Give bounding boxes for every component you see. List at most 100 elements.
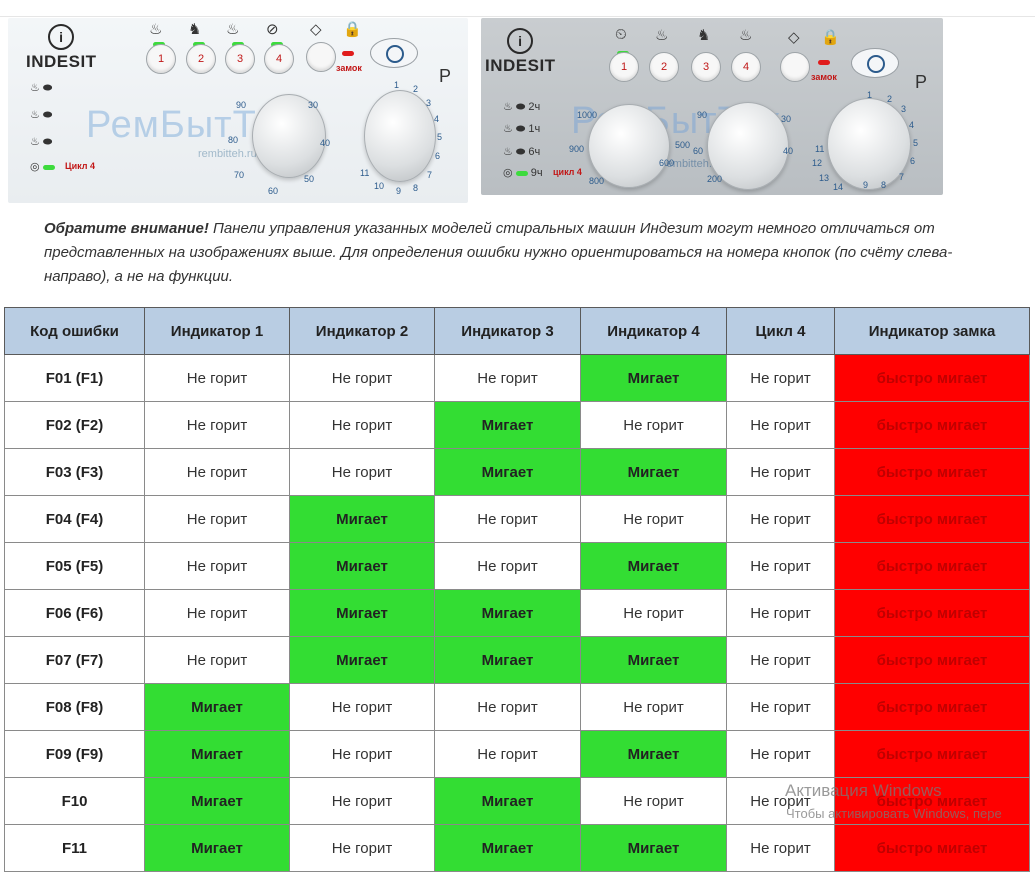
panel2-button-3[interactable]: 3 [691, 52, 721, 82]
indicator-cell: Мигает [580, 448, 727, 496]
indicator-cell: Не горит [434, 495, 581, 543]
panel2-start-button[interactable] [780, 52, 810, 82]
panel2-button-2[interactable]: 2 [649, 52, 679, 82]
indesit-logo-2: i INDESIT [485, 28, 556, 76]
basin-icon: ♨ [226, 21, 240, 38]
prog-dial-8: 8 [413, 183, 419, 193]
prog-dial-3: 3 [426, 98, 432, 108]
table-row: F04 (F4) Не горит Мигает Не горит Не горит Не… [4, 495, 1030, 543]
prog2-dial-1: 1 [867, 90, 873, 100]
prog2-dial-9: 9 [863, 180, 869, 190]
indicator-cell: Мигает [580, 636, 727, 684]
lock-indicator-cell: быстро мигает [834, 542, 1030, 590]
indicator-cell: Мигает [144, 824, 290, 872]
indicator-cell: Не горит [289, 730, 435, 778]
prog-dial-11: 11 [360, 168, 370, 178]
indicator-cell: Не горит [434, 683, 581, 731]
indicator-cell: Не горит [726, 824, 835, 872]
table-row: F02 (F2) Не горит Не горит Мигает Не горит Не… [4, 401, 1030, 449]
panel1-button-1[interactable]: 1 [146, 44, 176, 74]
watermark-site-2: rembitteh.ru [663, 158, 722, 170]
indicator-cell: Не горит [726, 777, 835, 825]
table-body: F01 (F1) Не горит Не горит Не горит Мигает Не… [4, 354, 1030, 872]
prog2-dial-2: 2 [887, 94, 893, 104]
indicator-cell: Не горит [289, 448, 435, 496]
prog-dial-5: 5 [437, 132, 443, 142]
top-divider [0, 16, 1035, 17]
table-header-cell: Индикатор 3 [434, 307, 581, 355]
temp2-dial-60: 60 [693, 146, 704, 156]
prog2-dial-14: 14 [833, 182, 844, 192]
panel1-button-3[interactable]: 3 [225, 44, 255, 74]
lock-label: замок [336, 63, 362, 73]
prog2-dial-11: 11 [815, 144, 825, 154]
prog-dial-1: 1 [394, 80, 400, 90]
panel1-power-button[interactable] [370, 38, 418, 68]
indicator-cell: Мигает [434, 448, 581, 496]
cycle4-label-2: цикл 4 [553, 167, 582, 177]
temperature-knob-2[interactable] [707, 102, 789, 190]
temp-dial-50: 50 [304, 174, 315, 184]
error-code-cell: F11 [4, 824, 145, 872]
indicator-cell: Мигает [144, 683, 290, 731]
indicator-cell: Не горит [144, 448, 290, 496]
indicator-cell: Не горит [726, 495, 835, 543]
cycle4-icon-2: ◎ 9ч [503, 167, 543, 179]
spin-dial-1000: 1000 [577, 110, 598, 120]
indicator-cell: Не горит [580, 589, 727, 637]
temperature-knob[interactable] [252, 94, 326, 178]
prog2-dial-8: 8 [881, 180, 887, 190]
indicator-cell: Мигает [289, 542, 435, 590]
temp-dial-30: 30 [308, 100, 319, 110]
start-icon: ◇ [310, 21, 322, 38]
indicator-cell: Мигает [434, 824, 581, 872]
indicator-cell: Мигает [580, 730, 727, 778]
error-code-cell: F06 (F6) [4, 589, 145, 637]
program-knob-2[interactable] [827, 98, 911, 190]
no-spin-icon: ⊘ [266, 21, 279, 38]
indicator-cell: Не горит [580, 683, 727, 731]
spin-knob[interactable] [588, 104, 670, 188]
table-header-cell: Индикатор замка [834, 307, 1030, 355]
iron-icon: ♞ [188, 21, 202, 38]
panel2-button-4[interactable]: 4 [731, 52, 761, 82]
prewash-icon-2: ♨ ⬬ 2ч [503, 101, 541, 113]
basin-icon-2: ♨ [739, 27, 753, 44]
indesit-logo: i INDESIT [26, 24, 97, 72]
panel1-start-button[interactable] [306, 42, 336, 72]
indicator-cell: Мигает [289, 636, 435, 684]
cycle4-icon: ◎ [30, 160, 55, 173]
lock-icon-2: 🔒 [821, 29, 840, 46]
panel1-button-2[interactable]: 2 [186, 44, 216, 74]
program-knob[interactable] [364, 90, 436, 182]
indicator-cell: Не горит [726, 683, 835, 731]
indicator-cell: Мигает [434, 777, 581, 825]
prog2-dial-4: 4 [909, 120, 915, 130]
table-header-cell: Код ошибки [4, 307, 145, 355]
rinse-icon: ♨ ⬬ [30, 109, 53, 121]
indicator-cell: Не горит [434, 730, 581, 778]
indicator-cell: Не горит [289, 354, 435, 402]
panel2-button-1[interactable]: 1 [609, 52, 639, 82]
indicator-cell: Не горит [144, 401, 290, 449]
panel1-button-4[interactable]: 4 [264, 44, 294, 74]
indicator-cell: Мигает [434, 401, 581, 449]
prewash-icon: ♨ ⬬ [30, 82, 53, 94]
lock-indicator-cell: быстро мигает [834, 824, 1030, 872]
iron-icon-2: ♞ [697, 27, 711, 44]
panel2-power-button[interactable] [851, 48, 899, 78]
lock-indicator-cell: быстро мигает [834, 495, 1030, 543]
prog-dial-6: 6 [435, 151, 441, 161]
indicator-cell: Мигает [289, 495, 435, 543]
indicator-cell: Мигает [580, 824, 727, 872]
spin-dial-900: 900 [569, 144, 585, 154]
windows-activation-subtitle: Чтобы активировать Windows, пере [786, 806, 1002, 821]
prog2-dial-5: 5 [913, 138, 919, 148]
lock-led [342, 51, 354, 56]
temp-dial-40: 40 [320, 138, 331, 148]
table-header-row: Код ошибки Индикатор 1 Индикатор 2 Индикато… [4, 307, 1030, 355]
prog-dial-7: 7 [427, 170, 433, 180]
indicator-cell: Не горит [726, 401, 835, 449]
indicator-cell: Не горит [144, 589, 290, 637]
indicator-cell: Не горит [289, 683, 435, 731]
